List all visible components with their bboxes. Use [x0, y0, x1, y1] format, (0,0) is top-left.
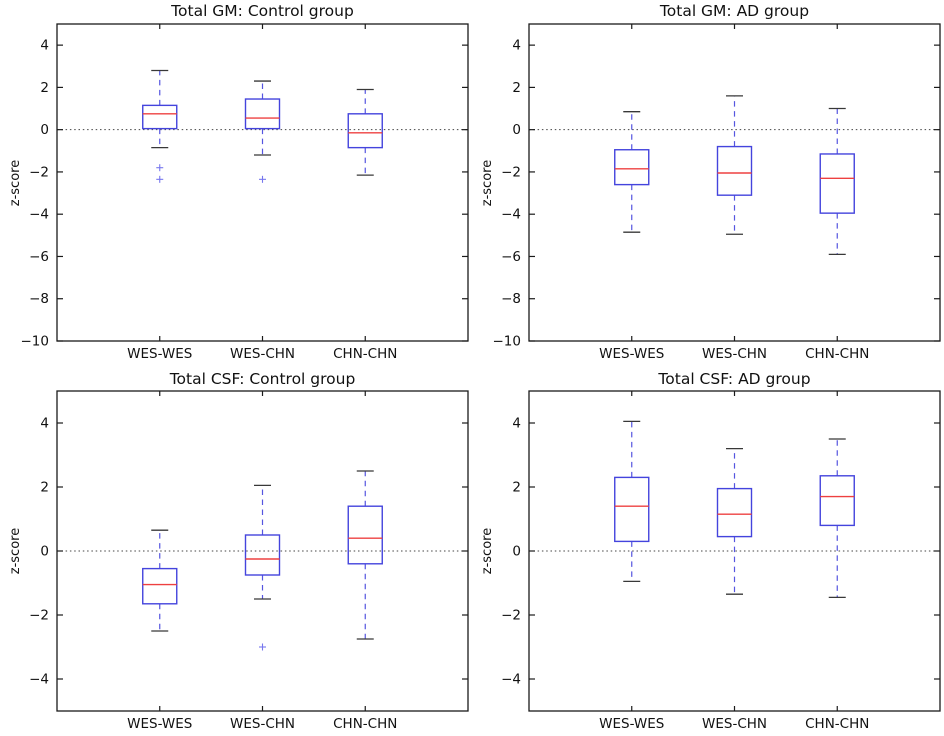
box	[142, 104, 178, 130]
x-tick-label: WES-CHN	[702, 346, 767, 362]
x-tick-label: WES-WES	[127, 716, 192, 732]
y-tick-label: −2	[501, 608, 521, 624]
box	[142, 567, 178, 605]
box	[716, 487, 753, 538]
x-tick-label: CHN-CHN	[805, 346, 869, 362]
axes-frame	[56, 23, 469, 342]
y-tick-label: −4	[29, 207, 49, 223]
y-tick-label: −10	[21, 334, 50, 350]
boxplot-canvas: 4 2 0 −2 −4 WES-WES WES-CHN CHN-CHN	[29, 390, 469, 732]
box-group	[347, 88, 383, 176]
x-tick-label: WES-WES	[127, 346, 192, 362]
box	[614, 149, 650, 186]
box-group	[614, 420, 650, 583]
boxplot-canvas: 4 2 0 −2 −4 −6 −8 −10 WES-WES WES-CHN CHN-CHN	[493, 23, 941, 362]
box	[244, 98, 281, 130]
y-tick-label: −2	[501, 164, 521, 180]
box	[819, 475, 855, 527]
y-tick-label: −4	[501, 207, 521, 223]
box	[347, 505, 383, 565]
x-tick-label: WES-CHN	[230, 346, 295, 362]
y-tick-label: 4	[40, 416, 49, 432]
plot-title: Total CSF: AD group	[658, 370, 811, 388]
y-tick-label: 0	[512, 544, 521, 560]
box	[614, 476, 650, 543]
plot-title: Total GM: AD group	[659, 2, 810, 20]
y-tick-label: 4	[40, 38, 49, 54]
y-tick-label: 4	[512, 38, 521, 54]
y-tick-label: −6	[29, 249, 49, 265]
box-group	[244, 484, 281, 651]
y-tick-label: 2	[512, 80, 521, 96]
y-tick-label: 2	[512, 480, 521, 496]
box-group	[244, 80, 281, 183]
box-group	[716, 447, 753, 595]
axes-frame	[528, 23, 941, 342]
box-group	[819, 438, 855, 599]
y-tick-label: 4	[512, 416, 521, 432]
y-tick-label: −8	[501, 291, 521, 307]
x-tick-label: WES-WES	[599, 716, 664, 732]
y-tick-label: −2	[29, 164, 49, 180]
x-tick-label: WES-WES	[599, 346, 664, 362]
plot-title: Total GM: Control group	[171, 2, 354, 20]
y-tick-label: 0	[512, 122, 521, 138]
subplot-csf-ad: Total CSF: AD group z-score 4 2 0 −2 −4 WES-W…	[472, 368, 944, 736]
plot-title: Total CSF: Control group	[169, 370, 356, 388]
box-group	[142, 529, 178, 632]
box	[244, 534, 281, 576]
y-tick-label: 0	[40, 544, 49, 560]
x-tick-label: CHN-CHN	[333, 716, 397, 732]
box-group	[819, 107, 855, 256]
y-tick-label: 2	[40, 80, 49, 96]
y-tick-label: −8	[29, 291, 49, 307]
box-group	[142, 69, 178, 183]
box	[716, 145, 753, 196]
y-tick-label: −10	[493, 334, 522, 350]
boxplot-canvas: 4 2 0 −2 −4 WES-WES WES-CHN CHN-CHN	[501, 390, 941, 732]
x-tick-label: WES-CHN	[702, 716, 767, 732]
box-group	[347, 470, 383, 640]
y-tick-label: −2	[29, 608, 49, 624]
subplot-gm-ad: Total GM: AD group z-score 4 2 0 −2 −4 −6 −8 −1…	[472, 0, 944, 368]
x-tick-label: CHN-CHN	[333, 346, 397, 362]
box	[347, 113, 383, 149]
y-tick-label: 0	[40, 122, 49, 138]
x-tick-label: WES-CHN	[230, 716, 295, 732]
boxplot-canvas: 4 2 0 −2 −4 −6 −8 −10 WES-WES WES-CHN CHN-CHN	[21, 23, 469, 362]
box-group	[716, 95, 753, 235]
box	[819, 153, 855, 214]
subplot-gm-control: Total GM: Control group z-score 4 2 0 −2 −4−…	[0, 0, 472, 368]
axes-frame	[56, 390, 469, 712]
box-group	[614, 111, 650, 233]
y-tick-label: 2	[40, 480, 49, 496]
y-tick-label: −6	[501, 249, 521, 265]
subplot-csf-control: Total CSF: Control group z-score 4 2 0 −2 −4…	[0, 368, 472, 736]
axes-frame	[528, 390, 941, 712]
y-tick-label: −4	[501, 672, 521, 688]
x-tick-label: CHN-CHN	[805, 716, 869, 732]
y-tick-label: −4	[29, 672, 49, 688]
